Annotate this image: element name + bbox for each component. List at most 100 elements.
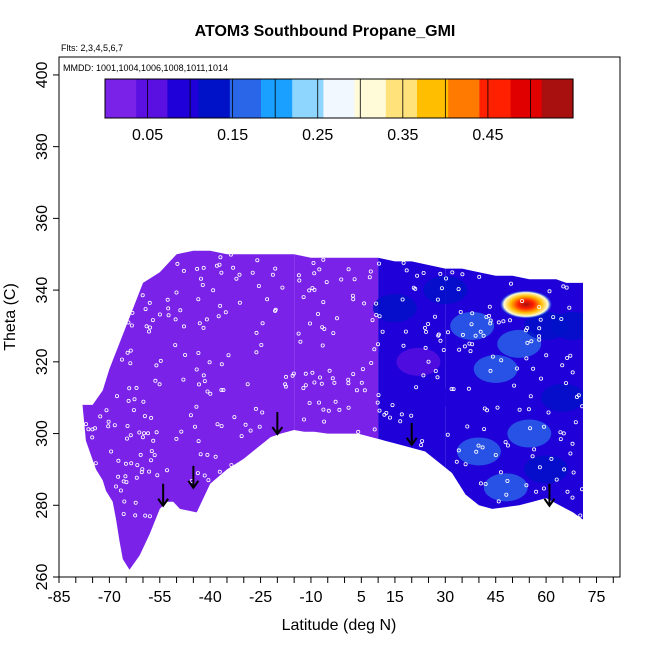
sample-point: [218, 255, 223, 260]
flight-arrow-head: [543, 498, 556, 508]
sample-point: [542, 424, 547, 429]
sample-point: [128, 433, 133, 438]
sample-point: [362, 388, 367, 393]
sample-point: [188, 413, 193, 418]
y-axis-label: Theta (C): [2, 283, 19, 351]
sample-point: [157, 382, 162, 387]
sample-point: [508, 281, 513, 286]
sample-point: [469, 322, 474, 327]
x-tick-label: -55: [148, 589, 171, 606]
sample-point: [470, 311, 475, 316]
sample-point: [259, 342, 264, 347]
sample-point: [517, 407, 522, 412]
sample-point: [370, 318, 375, 323]
sample-point: [526, 407, 531, 412]
sample-point: [311, 260, 316, 265]
sample-point: [201, 325, 206, 330]
sample-point: [441, 347, 446, 352]
field-patch: [473, 355, 518, 383]
sample-point: [202, 379, 207, 384]
sample-point: [153, 378, 158, 383]
colorbar-segment: [323, 79, 356, 118]
sample-point: [112, 423, 117, 428]
sample-point: [473, 333, 478, 338]
sample-point: [531, 366, 536, 371]
sample-point: [157, 312, 162, 317]
sample-point: [432, 314, 437, 319]
sample-point: [141, 431, 146, 436]
x-tick-label: 15: [386, 589, 404, 606]
sample-point: [250, 270, 255, 275]
sample-point: [515, 366, 520, 371]
sample-point: [141, 399, 146, 404]
sample-point: [121, 512, 126, 517]
sample-point: [332, 380, 337, 385]
sample-point: [568, 353, 573, 358]
sample-point: [331, 331, 336, 336]
sample-point: [145, 431, 150, 436]
sample-point: [435, 297, 440, 302]
sample-point: [333, 399, 338, 404]
plot-frame: [58, 56, 621, 578]
sample-point: [528, 394, 533, 399]
sample-point: [420, 439, 425, 444]
flight-arrow-head: [405, 437, 418, 447]
y-tick-label: 360: [34, 205, 51, 232]
field-band: [82, 250, 295, 570]
sample-point: [390, 403, 395, 408]
sample-point: [253, 406, 258, 411]
sample-point: [327, 368, 332, 373]
sample-point: [181, 324, 186, 329]
x-tick-label: -25: [249, 589, 272, 606]
sample-point: [319, 381, 324, 386]
sample-point: [524, 356, 529, 361]
sample-point: [409, 413, 414, 418]
flight-arrow: [271, 412, 284, 436]
sample-point: [106, 419, 111, 424]
sample-point: [120, 357, 125, 362]
sample-point: [146, 329, 151, 334]
sample-point: [128, 361, 133, 366]
sample-point: [352, 277, 357, 282]
sample-point: [570, 495, 575, 500]
x-axis-label: Latitude (deg N): [282, 617, 397, 634]
sample-point: [229, 463, 234, 468]
sample-point: [360, 367, 365, 372]
sample-point: [478, 481, 483, 486]
sample-point: [154, 363, 159, 368]
sample-point: [296, 331, 301, 336]
sample-point: [445, 330, 450, 335]
sample-point: [316, 400, 321, 405]
sample-point: [135, 463, 140, 468]
sample-point: [450, 270, 455, 275]
sample-point: [181, 377, 186, 382]
sample-point: [231, 265, 236, 270]
sample-point: [213, 454, 218, 459]
sample-point: [530, 454, 535, 459]
sample-point: [496, 320, 501, 325]
sample-point: [217, 262, 222, 267]
sample-point: [256, 283, 261, 288]
sample-point: [362, 301, 367, 306]
sample-point: [551, 315, 556, 320]
sample-point: [155, 473, 160, 478]
sample-point: [488, 368, 493, 373]
x-tick-label: -40: [199, 589, 222, 606]
sample-point: [215, 422, 220, 427]
sample-point: [368, 269, 373, 274]
sample-point: [537, 305, 542, 310]
sample-point: [149, 415, 154, 420]
sample-point: [125, 436, 130, 441]
colorbar-segment: [198, 79, 231, 118]
sample-point: [178, 308, 183, 313]
sample-point: [564, 285, 569, 290]
sample-point: [571, 470, 576, 475]
sample-point: [359, 380, 364, 385]
field-patch: [497, 329, 542, 358]
sample-point: [487, 304, 492, 309]
sample-point: [317, 375, 322, 380]
sample-point: [376, 261, 381, 266]
sample-point: [524, 328, 529, 333]
sample-point: [322, 326, 327, 331]
